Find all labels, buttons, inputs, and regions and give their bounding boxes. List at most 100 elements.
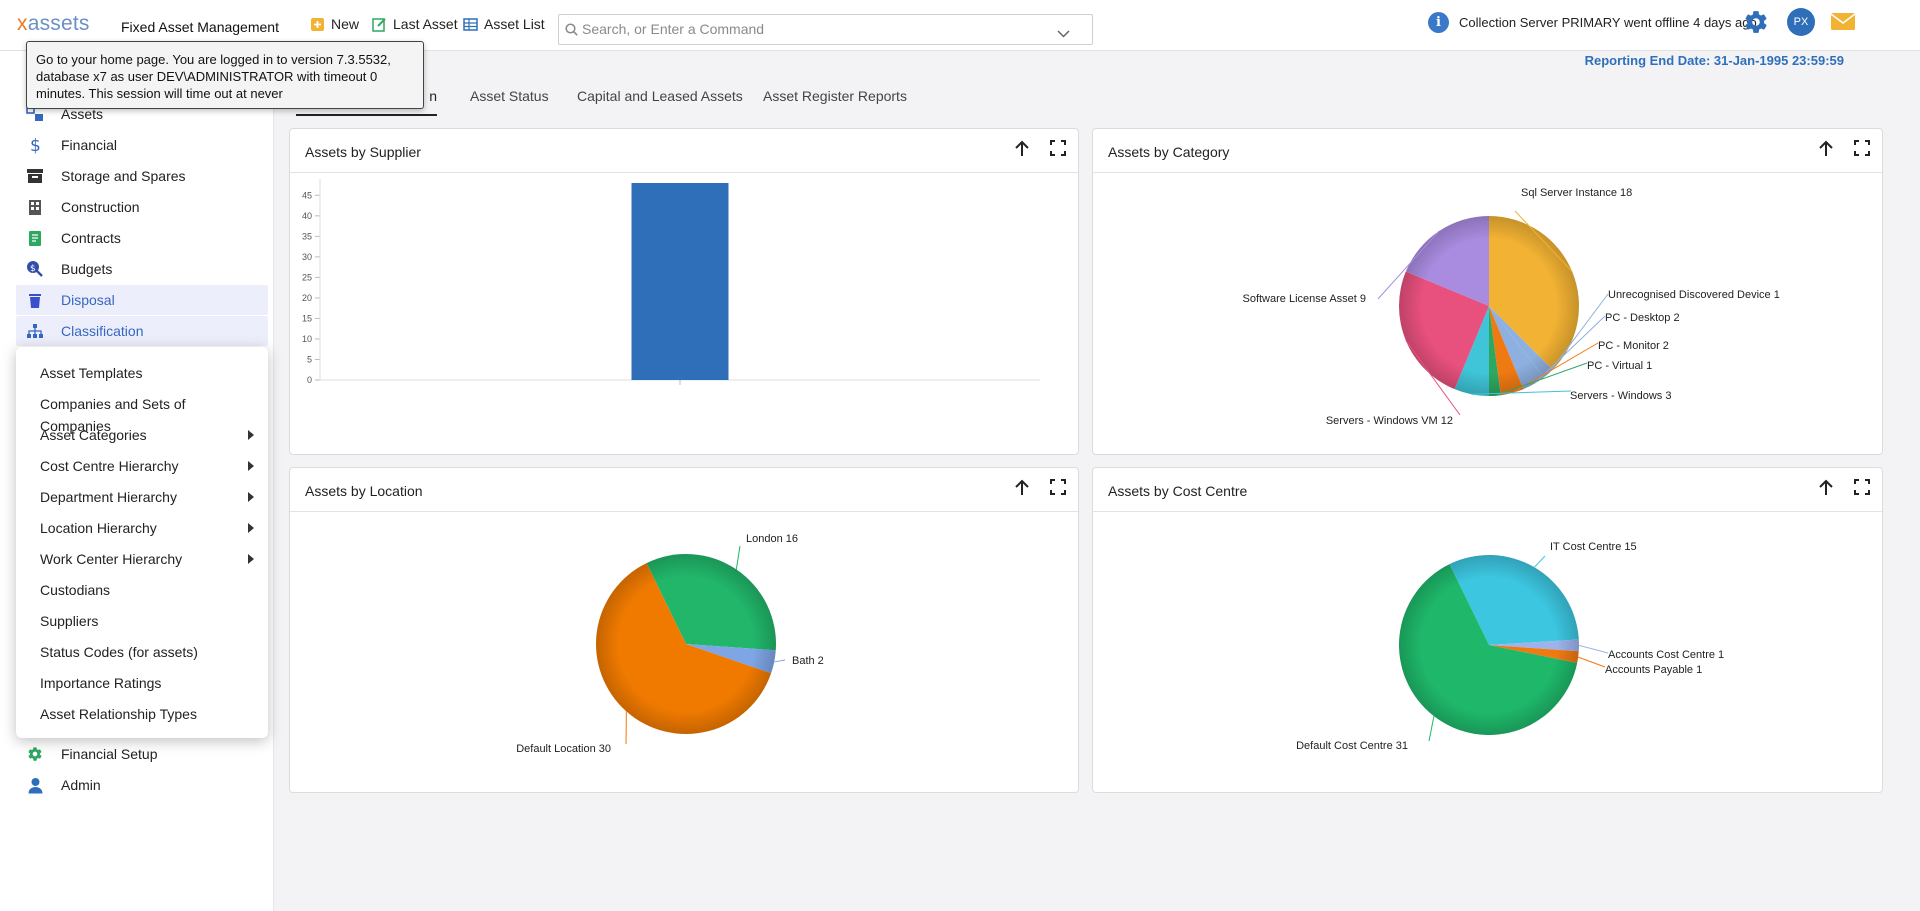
sidebar-label: Disposal xyxy=(61,292,115,308)
sidebar-item-contracts[interactable]: Contracts xyxy=(16,223,268,253)
pie-slice xyxy=(1449,555,1579,645)
flyout-item-asset-categories[interactable]: Asset Categories xyxy=(40,424,254,446)
app-logo[interactable]: xassets xyxy=(17,12,90,35)
home-tooltip: Go to your home page. You are logged in … xyxy=(26,41,424,109)
new-plus-icon xyxy=(310,17,325,32)
arrow-up-icon[interactable] xyxy=(1014,140,1030,163)
flyout-item-suppliers[interactable]: Suppliers xyxy=(40,613,99,629)
asset-list-button[interactable]: Asset List xyxy=(463,16,545,32)
fullscreen-icon[interactable] xyxy=(1854,479,1870,500)
chevron-down-icon[interactable] xyxy=(1057,25,1070,43)
sidebar-item-disposal[interactable]: Disposal xyxy=(16,285,268,315)
flyout-item-work-center-hierarchy[interactable]: Work Center Hierarchy xyxy=(40,548,254,570)
panel-title: Assets by Cost Centre xyxy=(1108,483,1248,499)
pie-slice xyxy=(1399,564,1578,735)
panel-assets-by-location: Assets by Location London 16 Bath 2 Defaul… xyxy=(289,467,1079,793)
mail-icon[interactable] xyxy=(1830,12,1856,36)
sidebar-item-budgets[interactable]: $ Budgets xyxy=(16,254,268,284)
flyout-item-status-codes[interactable]: Status Codes (for assets) xyxy=(40,644,198,660)
slice-label: Accounts Payable 1 xyxy=(1605,664,1702,676)
flyout-item-department-hierarchy[interactable]: Department Hierarchy xyxy=(40,486,254,508)
location-pie-chart: London 16 Bath 2 Default Location 30 xyxy=(516,533,824,755)
budget-search-icon: $ xyxy=(22,260,48,278)
tab-capital-and-leased-assets[interactable]: Capital and Leased Assets xyxy=(577,88,743,104)
flyout-item-asset-relationship-types[interactable]: Asset Relationship Types xyxy=(40,706,197,722)
slice-leader-line xyxy=(1514,210,1573,272)
last-asset-label: Last Asset xyxy=(393,16,458,32)
sidebar-label: Budgets xyxy=(61,261,113,277)
sidebar-item-classification[interactable]: Classification xyxy=(16,316,268,346)
cost-centre-pie-chart: IT Cost Centre 15 Accounts Cost Centre 1 A… xyxy=(1296,541,1724,752)
sidebar-item-financial-setup[interactable]: Financial Setup xyxy=(16,739,268,769)
user-avatar[interactable]: PX xyxy=(1787,8,1815,36)
slice-leader-line xyxy=(1578,644,1609,654)
flyout-item-custodians[interactable]: Custodians xyxy=(40,582,111,598)
svg-text:$: $ xyxy=(30,136,41,154)
reporting-end-date: Reporting End Date: 31-Jan-1995 23:59:59 xyxy=(1584,53,1844,68)
pie-slice xyxy=(1405,216,1489,306)
command-search-input[interactable]: Search, or Enter a Command xyxy=(558,14,1093,45)
slice-label: Servers - Windows VM 12 xyxy=(1326,415,1453,427)
slice-leader-line xyxy=(774,659,786,663)
flyout-item-companies[interactable]: Companies and Sets of Companies xyxy=(40,396,186,434)
edit-icon xyxy=(372,17,387,32)
slice-label: Sql Server Instance 18 xyxy=(1521,187,1632,199)
flyout-item-location-hierarchy[interactable]: Location Hierarchy xyxy=(40,517,254,539)
submenu-arrow-icon xyxy=(248,523,254,533)
sidebar-label: Financial Setup xyxy=(61,746,158,762)
sidebar-label: Storage and Spares xyxy=(61,168,186,184)
arrow-up-icon[interactable] xyxy=(1818,140,1834,163)
sidebar-item-construction[interactable]: Construction xyxy=(16,192,268,222)
pie-slice xyxy=(1399,271,1489,390)
arrow-up-icon[interactable] xyxy=(1014,479,1030,502)
slice-leader-line xyxy=(1578,656,1606,668)
new-button[interactable]: New xyxy=(310,16,359,32)
sidebar-item-financial[interactable]: $ Financial xyxy=(16,130,268,160)
slice-label: Default Location 30 xyxy=(516,743,611,755)
slice-label: Accounts Cost Centre 1 xyxy=(1608,649,1724,661)
slice-label: Bath 2 xyxy=(792,655,824,667)
flyout-item-cost-centre-hierarchy[interactable]: Cost Centre Hierarchy xyxy=(40,455,254,477)
arrow-up-icon[interactable] xyxy=(1818,479,1834,502)
last-asset-button[interactable]: Last Asset xyxy=(372,16,458,32)
slice-leader-line xyxy=(1471,390,1572,395)
submenu-arrow-icon xyxy=(248,430,254,440)
panel-header: Assets by Cost Centre xyxy=(1093,468,1882,512)
tab-overview[interactable]: n xyxy=(296,82,437,116)
flyout-item-importance-ratings[interactable]: Importance Ratings xyxy=(40,675,162,691)
y-tick-label: 45 xyxy=(302,190,312,200)
y-tick-label: 20 xyxy=(302,293,312,303)
settings-gear-icon[interactable] xyxy=(1743,9,1769,40)
fullscreen-icon[interactable] xyxy=(1050,479,1066,500)
pie-slice xyxy=(596,563,772,734)
pie-slice xyxy=(646,554,776,651)
info-icon: i xyxy=(1428,12,1449,33)
panel-title: Assets by Category xyxy=(1108,144,1230,160)
sidebar-label: Contracts xyxy=(61,230,121,246)
flyout-item-asset-templates[interactable]: Asset Templates xyxy=(40,365,143,381)
supplier-bar-chart: 0 5 10 15 20 25 30 35 40 45 xyxy=(302,179,1040,385)
pie-slice xyxy=(1489,306,1544,390)
tab-asset-status[interactable]: Asset Status xyxy=(470,88,549,104)
y-tick-label: 40 xyxy=(302,211,312,221)
sidebar-label: Classification xyxy=(61,323,144,339)
server-status[interactable]: i Collection Server PRIMARY went offline… xyxy=(1428,12,1757,33)
y-tick-label: 10 xyxy=(302,334,312,344)
slice-label: London 16 xyxy=(746,533,798,545)
y-tick-label: 0 xyxy=(307,375,312,385)
pie-slice xyxy=(1454,306,1489,396)
sidebar-item-admin[interactable]: Admin xyxy=(16,770,268,800)
slice-leader-line xyxy=(735,545,741,570)
sidebar-item-storage-and-spares[interactable]: Storage and Spares xyxy=(16,161,268,191)
pie-slice xyxy=(1489,645,1579,663)
sidebar-label: Assets xyxy=(61,106,104,122)
tab-asset-register-reports[interactable]: Asset Register Reports xyxy=(763,88,907,104)
fullscreen-icon[interactable] xyxy=(1050,140,1066,161)
user-icon xyxy=(22,777,48,794)
slice-label: PC - Monitor 2 xyxy=(1598,340,1669,352)
panel-header: Assets by Location xyxy=(290,468,1078,512)
fullscreen-icon[interactable] xyxy=(1854,140,1870,161)
contract-book-icon xyxy=(22,230,48,247)
archive-box-icon xyxy=(22,168,48,184)
y-tick-label: 25 xyxy=(302,272,312,282)
